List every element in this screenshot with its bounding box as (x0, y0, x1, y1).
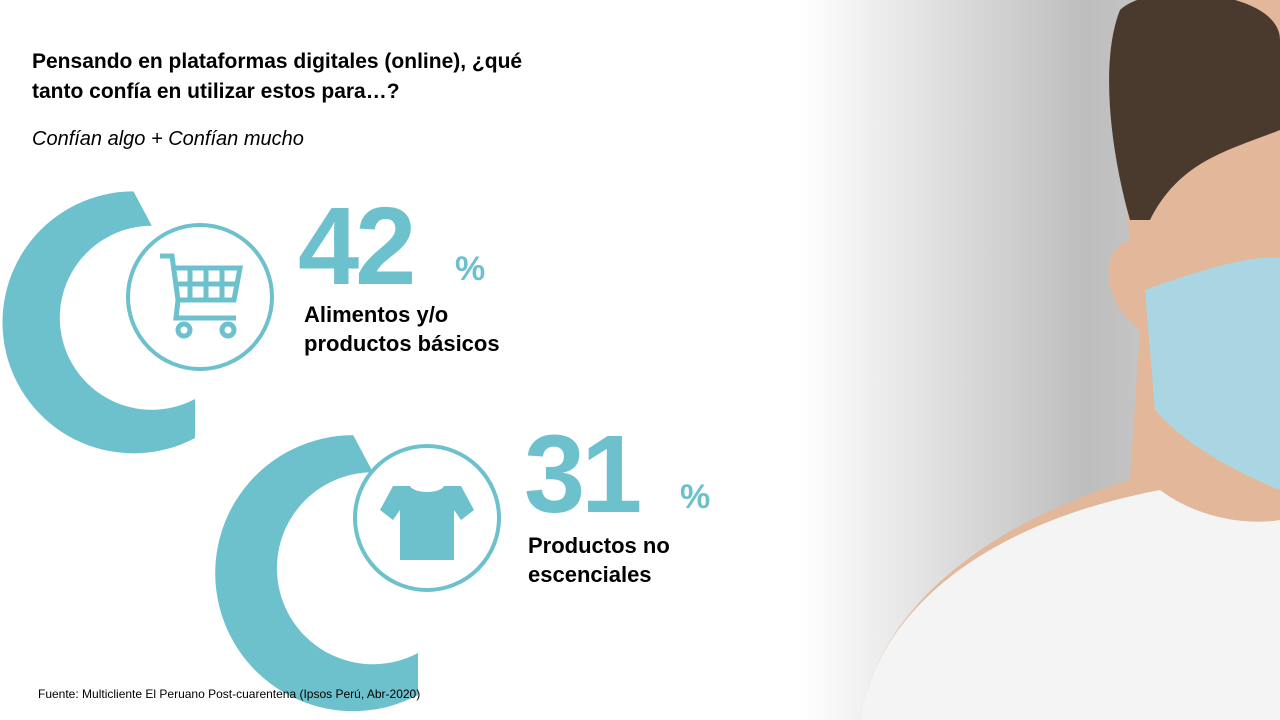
photo-mask (1145, 257, 1280, 490)
stat-value: 31 (524, 413, 642, 536)
stat-value: 42 (298, 185, 416, 308)
stat-unit: % (680, 478, 711, 516)
stat-label: productos básicos (304, 331, 500, 356)
shirt-icon (380, 486, 474, 560)
subtitle: Confían algo + Confían mucho (32, 128, 304, 150)
stat-label: escenciales (528, 562, 652, 587)
stat-label: Productos no (528, 533, 670, 558)
icon-circle (353, 444, 501, 592)
stat-unit: % (455, 250, 486, 288)
source: Fuente: Multicliente El Peruano Post-cua… (38, 687, 421, 701)
decorative-arc (2, 191, 195, 454)
photo-shirt (860, 490, 1280, 720)
cart-icon (160, 253, 244, 339)
decorative-arc (215, 435, 418, 712)
stat-label: Alimentos y/o (304, 302, 449, 327)
title-line: Pensando en plataformas digitales (onlin… (32, 50, 523, 73)
photo-hair (1109, 0, 1280, 220)
icon-circle (126, 223, 274, 371)
title-line: tanto confía en utilizar estos para…? (32, 80, 400, 103)
